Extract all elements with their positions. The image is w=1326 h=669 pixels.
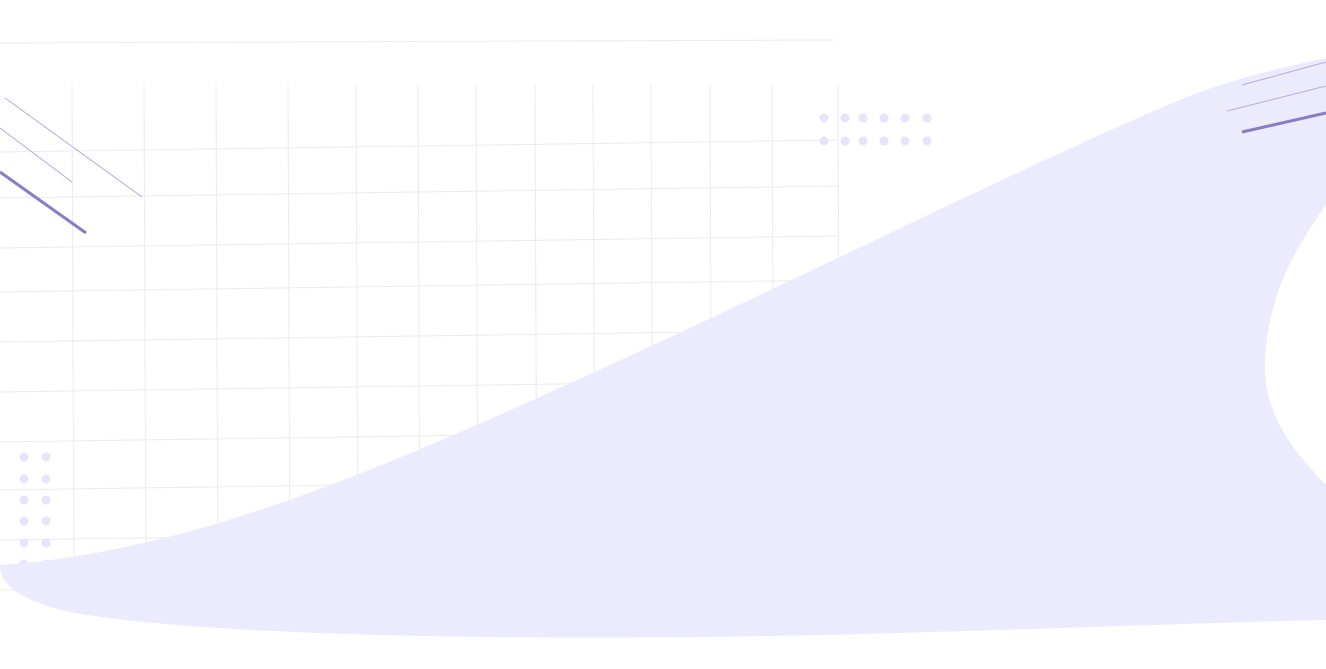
dot-cluster-top xyxy=(819,113,932,146)
decorative-dot xyxy=(879,136,889,146)
grid-line-horizontal xyxy=(0,139,839,153)
grid-line-horizontal xyxy=(0,279,839,293)
decorative-dot xyxy=(922,136,932,146)
accent-line-bold xyxy=(1241,111,1326,134)
decorative-dot xyxy=(900,136,910,146)
decorative-dot xyxy=(840,113,850,123)
decorative-dot xyxy=(819,136,829,146)
decorative-dot xyxy=(858,113,868,123)
accent-line-thin xyxy=(1226,85,1326,112)
decorative-dot xyxy=(41,516,51,526)
grid-line-horizontal xyxy=(0,185,839,199)
grid-line-vertical xyxy=(143,84,147,601)
decorative-dot xyxy=(879,113,889,123)
decorative-dot xyxy=(922,113,932,123)
decorative-dot xyxy=(41,495,51,505)
grid-line-horizontal xyxy=(0,235,839,249)
lavender-wave-shape xyxy=(0,58,1326,638)
accent-line-bold xyxy=(0,170,87,235)
decorative-dot xyxy=(19,474,29,484)
decorative-dot xyxy=(819,113,829,123)
decorative-dot xyxy=(41,538,51,548)
decorative-dot xyxy=(41,474,51,484)
accent-line-thin xyxy=(1241,61,1326,86)
decorative-dot xyxy=(19,538,29,548)
accent-lines-top-left xyxy=(0,97,143,235)
decorative-dot xyxy=(41,452,51,462)
accent-line-thin xyxy=(0,127,73,183)
decorative-dot xyxy=(900,113,910,123)
decorative-dot xyxy=(19,516,29,526)
accent-lines-top-right xyxy=(1226,61,1326,134)
grid-line-vertical xyxy=(71,84,75,601)
decorative-dot xyxy=(858,136,868,146)
dot-cluster-left xyxy=(19,452,51,569)
decorative-dot xyxy=(19,452,29,462)
decorative-dot xyxy=(19,495,29,505)
top-divider-line xyxy=(0,39,836,44)
decorative-dot xyxy=(840,136,850,146)
accent-line-thin xyxy=(4,97,143,198)
grid-line-vertical xyxy=(215,84,219,601)
